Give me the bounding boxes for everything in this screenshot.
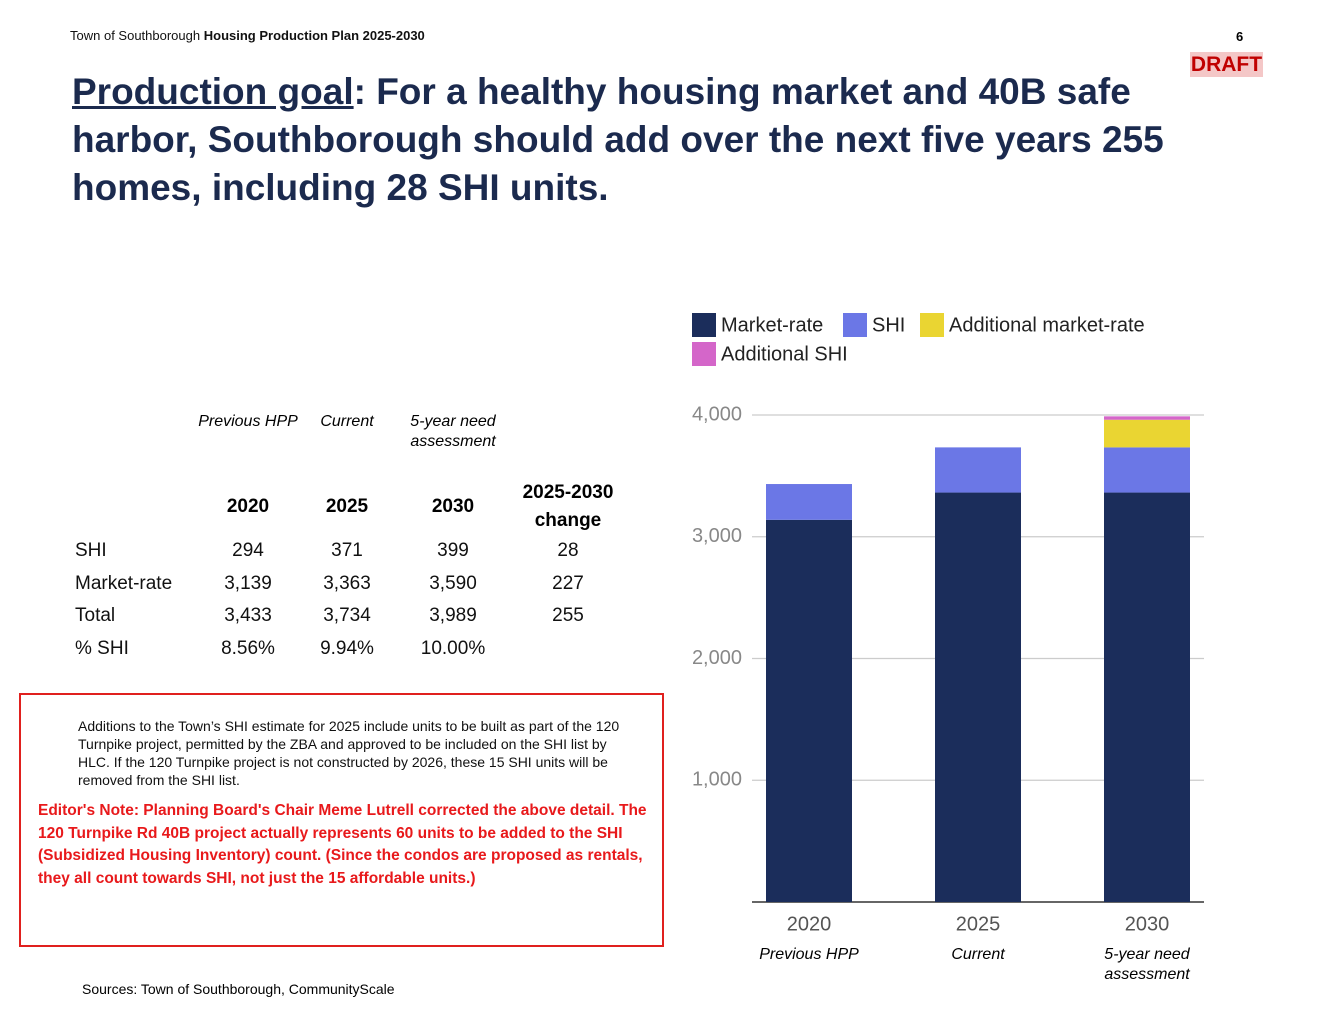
row-label: SHI (75, 540, 107, 561)
y-tick-label: 4,000 (692, 403, 742, 425)
bar-segment (935, 492, 1021, 902)
y-tick-label: 1,000 (692, 769, 742, 791)
note: Additions to the Town’s SHI estimate for… (78, 718, 620, 788)
table-cell: 3,734 (323, 605, 371, 626)
title-rest: : For a healthy housing market and 40B s… (72, 71, 1164, 208)
y-tick-label: 2,000 (692, 647, 742, 669)
y-tick-label: 3,000 (692, 525, 742, 547)
running-header: Town of Southborough Housing Production … (70, 28, 425, 43)
column-header: 2025 (325, 496, 369, 517)
column-header: 2030 (431, 496, 475, 517)
table-cell: 3,989 (429, 605, 477, 626)
bar-segment (935, 447, 1021, 493)
x-tick-sublabel: Current (951, 946, 1005, 963)
table-cell: 227 (552, 573, 584, 594)
bar-segment (766, 519, 852, 902)
source: Sources: Town of Southborough, Community… (82, 981, 395, 997)
doc-title: Housing Production Plan 2025-2030 (203, 28, 425, 43)
bar-segment (1104, 419, 1190, 448)
legend-swatch (843, 313, 867, 337)
bar-segment (1104, 447, 1190, 493)
bar-segment (1104, 416, 1190, 420)
table-cell: 3,363 (323, 573, 371, 594)
column-subhead: Current (320, 413, 374, 430)
note-box (19, 693, 664, 947)
legend-swatch (692, 342, 716, 366)
column-subhead: 5-year need assessment (410, 413, 496, 450)
legend-label: Market-rate (721, 314, 823, 336)
table-cell: 399 (437, 540, 469, 561)
page-number: 6 (1236, 29, 1244, 44)
table-cell: 3,139 (224, 573, 272, 594)
legend-label: SHI (872, 314, 905, 336)
table-cell: 294 (232, 540, 264, 561)
title-lead: Production goal (72, 71, 354, 112)
legend-swatch (920, 313, 944, 337)
x-tick-sublabel: Previous HPP (759, 946, 859, 963)
bar-segment (766, 484, 852, 520)
title: Production goal: For a healthy housing m… (72, 68, 1242, 212)
x-tick-sublabel: 5-year need assessment (1104, 946, 1190, 983)
table-cell: 371 (331, 540, 363, 561)
legend-label: Additional SHI (721, 343, 848, 365)
table-cell: 9.94% (320, 638, 374, 659)
column-subhead: Previous HPP (198, 413, 298, 430)
editor-note: Editor's Note: Planning Board's Chair Me… (38, 802, 647, 888)
x-tick-label: 2030 (1125, 913, 1170, 935)
legend-label: Additional market-rate (949, 314, 1145, 336)
draft-stamp: DRAFT (1190, 52, 1263, 77)
table-cell: 8.56% (221, 638, 275, 659)
column-header: 2025-2030 change (522, 482, 614, 531)
x-tick-label: 2020 (787, 913, 832, 935)
x-tick-label: 2025 (956, 913, 1001, 935)
legend-swatch (692, 313, 716, 337)
table-cell: 255 (552, 605, 584, 626)
bar-segment (1104, 492, 1190, 902)
row-label: Market-rate (75, 573, 173, 594)
row-label: % SHI (75, 638, 129, 659)
row-label: Total (75, 605, 116, 626)
column-header: 2020 (226, 496, 270, 517)
table-cell: 28 (557, 540, 579, 561)
table-cell: 3,590 (429, 573, 477, 594)
table-cell: 3,433 (224, 605, 272, 626)
table-cell: 10.00% (420, 638, 486, 659)
org: Town of Southborough (70, 28, 201, 43)
